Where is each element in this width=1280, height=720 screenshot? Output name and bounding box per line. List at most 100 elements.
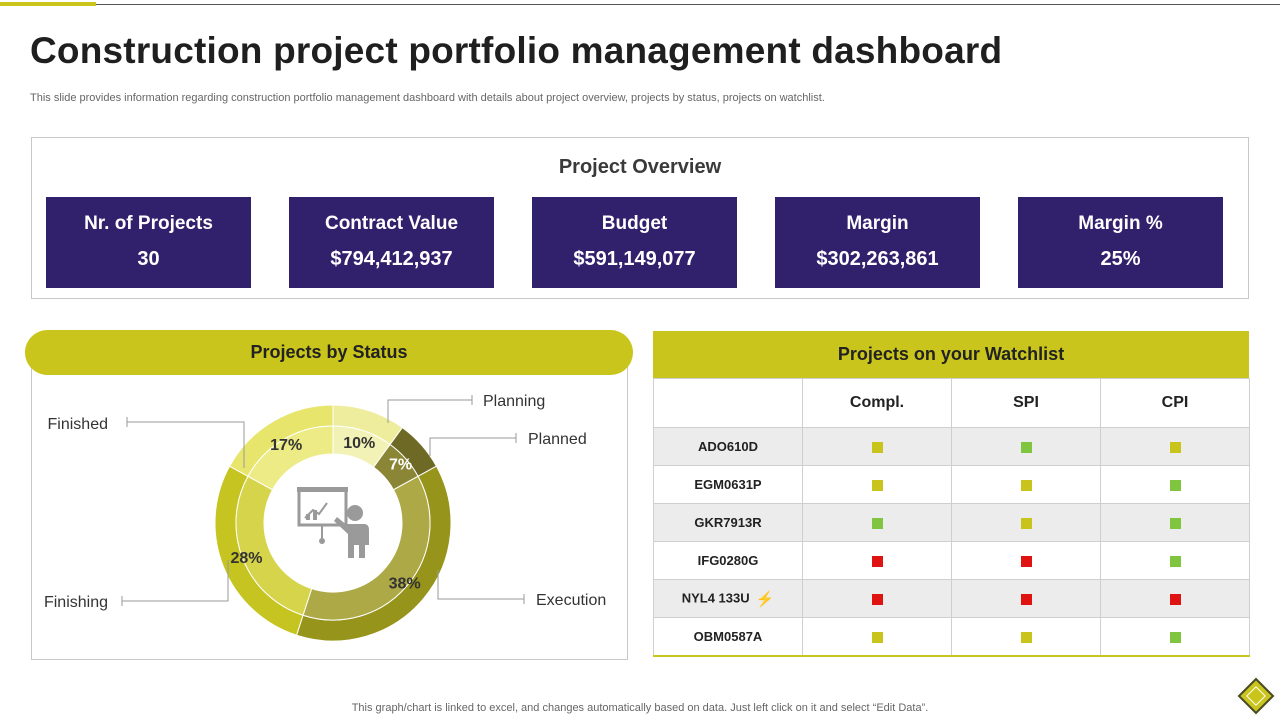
leader-line-planning <box>387 399 472 423</box>
project-overview-title: Project Overview <box>558 156 722 178</box>
watchlist-title: Projects on your Watchlist <box>837 344 1065 364</box>
kpi-label: Nr. of Projects <box>84 213 213 234</box>
status-cell-compl <box>802 541 952 580</box>
table-row[interactable]: GKR7913R <box>653 503 1250 542</box>
kpi-label: Margin <box>846 213 909 234</box>
donut-percent-label-finishing: 28% <box>231 550 263 567</box>
donut-percent-label-planned: 7% <box>389 456 412 473</box>
status-cell-cpi <box>1100 617 1250 657</box>
projects-by-status-header <box>25 330 633 375</box>
status-cell-cpi <box>1100 541 1250 580</box>
project-id: IFG0280G <box>697 553 759 568</box>
status-donut-chart[interactable]: 10% 7% 38% 28% 17% Planning Planned Execution F… <box>0 0 640 700</box>
projects-by-status-title: Projects by Status <box>250 342 408 362</box>
kpi-label: Budget <box>601 213 668 234</box>
status-cell-compl <box>802 503 952 542</box>
project-id-cell: NYL4 133U ⚡ <box>653 579 803 618</box>
status-cell-spi <box>951 541 1101 580</box>
column-header-cpi: CPI <box>1100 378 1250 428</box>
status-indicator-yellow <box>871 632 883 644</box>
kpi-card-contract-value: Contract Value $794,412,937 <box>289 197 494 288</box>
leader-line-finished <box>127 421 245 468</box>
status-cell-cpi <box>1100 503 1250 542</box>
status-indicator-green <box>871 518 883 530</box>
project-id: NYL4 133U <box>681 589 750 605</box>
status-cell-compl <box>802 427 952 466</box>
top-divider <box>0 4 1280 5</box>
status-indicator-green <box>1169 480 1181 492</box>
column-header-spi: SPI <box>951 378 1101 428</box>
project-id-cell: OBM0587A <box>653 617 803 657</box>
status-indicator-yellow <box>1020 518 1032 530</box>
watchlist-header-row: Compl. SPI CPI <box>653 378 1250 428</box>
project-id: GKR7913R <box>694 515 762 530</box>
table-row[interactable]: IFG0280G <box>653 541 1250 580</box>
status-cell-cpi <box>1100 579 1250 618</box>
status-indicator-yellow <box>871 442 883 454</box>
presentation-icon <box>297 487 369 558</box>
legend-label-planned: Planned <box>528 431 587 448</box>
kpi-value: $302,263,861 <box>816 248 939 270</box>
alert-lightning-icon: ⚡ <box>755 590 775 608</box>
status-indicator-green <box>1169 632 1181 644</box>
top-accent-bar <box>0 2 96 6</box>
status-indicator-yellow <box>871 480 883 492</box>
donut-inner-slice-execution[interactable] <box>302 475 431 621</box>
status-cell-spi <box>951 427 1101 466</box>
project-overview-panel <box>31 137 1249 299</box>
legend-label-finished: Finished <box>48 416 108 433</box>
status-cell-compl <box>802 579 952 618</box>
kpi-label: Margin % <box>1078 213 1163 234</box>
donut-percent-label-execution: 38% <box>389 575 421 592</box>
kpi-value: $591,149,077 <box>573 248 696 270</box>
legend-label-planning: Planning <box>483 393 545 410</box>
legend-label-execution: Execution <box>536 592 606 609</box>
status-cell-spi <box>951 617 1101 657</box>
status-indicator-yellow <box>1020 632 1032 644</box>
footer-note: This graph/chart is linked to excel, and… <box>351 702 929 714</box>
table-row[interactable]: OBM0587A <box>653 617 1250 657</box>
status-indicator-red <box>1169 594 1181 606</box>
status-indicator-green <box>1169 518 1181 530</box>
donut-inner-slice-finished[interactable] <box>247 425 334 491</box>
leader-line-execution <box>437 570 524 600</box>
watchlist-table: Compl. SPI CPI ADO610D EGM0631P GKR7913R IF… <box>653 378 1250 657</box>
project-id-cell: EGM0631P <box>653 465 803 504</box>
status-indicator-yellow <box>1169 442 1181 454</box>
project-id-cell: ADO610D <box>653 427 803 466</box>
kpi-label: Contract Value <box>324 213 459 234</box>
status-cell-cpi <box>1100 465 1250 504</box>
status-cell-compl <box>802 465 952 504</box>
projects-by-status-panel <box>31 352 628 660</box>
table-row[interactable]: EGM0631P <box>653 465 1250 504</box>
kpi-value: 25% <box>1100 248 1141 270</box>
status-cell-spi <box>951 503 1101 542</box>
donut-percent-label-finished: 17% <box>270 437 302 454</box>
donut-percent-label-planning: 10% <box>343 435 375 452</box>
kpi-card-margin-percent: Margin % 25% <box>1018 197 1223 288</box>
table-row[interactable]: ADO610D <box>653 427 1250 466</box>
kpi-value: 30 <box>137 248 160 270</box>
column-header-compl: Compl. <box>802 378 952 428</box>
kpi-card-projects: Nr. of Projects 30 <box>46 197 251 288</box>
kpi-card-budget: Budget $591,149,077 <box>532 197 737 288</box>
status-cell-spi <box>951 579 1101 618</box>
watchlist-header <box>653 331 1249 378</box>
project-id: OBM0587A <box>693 629 763 644</box>
page-subtitle: This slide provides information regardin… <box>30 92 825 104</box>
project-id-cell: GKR7913R <box>653 503 803 542</box>
leader-line-finishing <box>122 560 229 602</box>
table-row[interactable]: NYL4 133U ⚡ <box>653 579 1250 618</box>
project-id: ADO610D <box>698 439 758 454</box>
status-indicator-green <box>1169 556 1181 568</box>
status-cell-spi <box>951 465 1101 504</box>
kpi-value: $794,412,937 <box>330 248 453 270</box>
status-indicator-red <box>1020 594 1032 606</box>
kpi-card-margin: Margin $302,263,861 <box>775 197 980 288</box>
column-header-project <box>653 378 803 428</box>
status-indicator-yellow <box>1020 480 1032 492</box>
legend-label-finishing: Finishing <box>44 594 108 611</box>
project-id-cell: IFG0280G <box>653 541 803 580</box>
status-cell-compl <box>802 617 952 657</box>
status-cell-cpi <box>1100 427 1250 466</box>
